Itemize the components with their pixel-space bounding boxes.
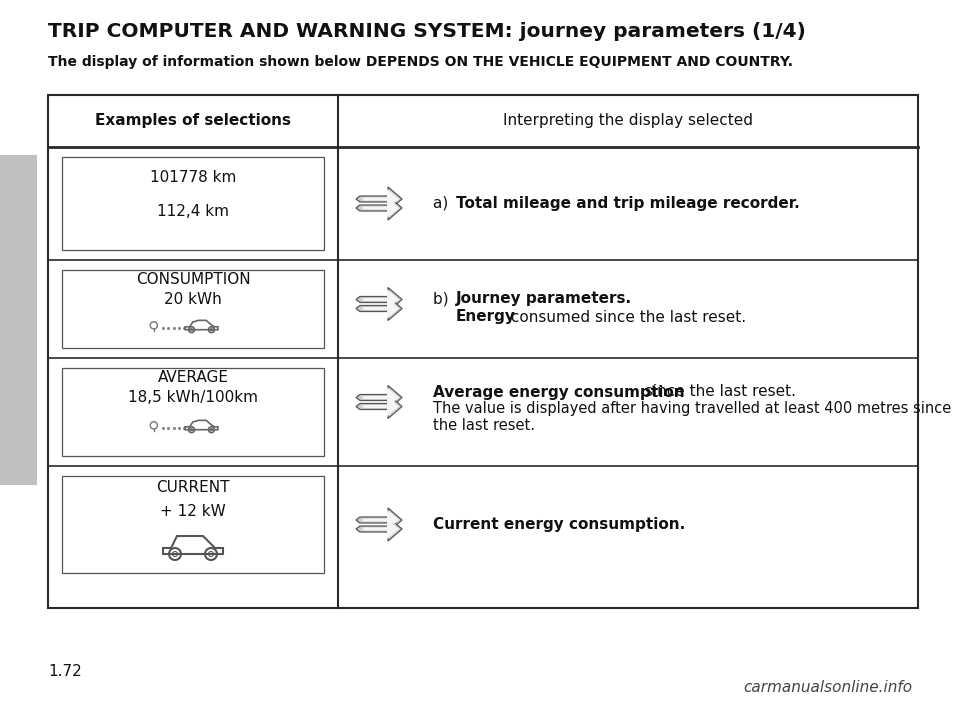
- Polygon shape: [362, 519, 399, 539]
- Polygon shape: [362, 298, 399, 319]
- Text: the last reset.: the last reset.: [433, 418, 535, 434]
- Polygon shape: [362, 198, 399, 218]
- Text: b): b): [433, 292, 453, 307]
- Polygon shape: [356, 288, 402, 312]
- Polygon shape: [356, 517, 402, 541]
- Text: Average energy consumption: Average energy consumption: [433, 385, 684, 400]
- Bar: [62, 157, 324, 250]
- Text: + 12 kW: + 12 kW: [160, 503, 226, 518]
- Text: 112,4 km: 112,4 km: [157, 204, 229, 219]
- Bar: [62, 368, 324, 456]
- Bar: [48, 95, 918, 608]
- Text: CURRENT: CURRENT: [156, 481, 229, 496]
- Text: TRIP COMPUTER AND WARNING SYSTEM: journey parameters (1/4): TRIP COMPUTER AND WARNING SYSTEM: journe…: [48, 22, 805, 41]
- Text: 101778 km: 101778 km: [150, 170, 236, 185]
- Text: Energy: Energy: [456, 310, 516, 324]
- Polygon shape: [362, 189, 399, 209]
- Text: Examples of selections: Examples of selections: [95, 114, 291, 129]
- Polygon shape: [362, 388, 399, 408]
- Text: CONSUMPTION: CONSUMPTION: [135, 273, 251, 288]
- Text: Journey parameters.: Journey parameters.: [456, 292, 632, 307]
- Bar: [0, 155, 37, 485]
- Polygon shape: [356, 508, 402, 532]
- Text: The value is displayed after having travelled at least 400 metres since: The value is displayed after having trav…: [433, 401, 951, 417]
- Polygon shape: [356, 187, 402, 211]
- Text: Total mileage and trip mileage recorder.: Total mileage and trip mileage recorder.: [456, 196, 800, 211]
- Polygon shape: [356, 395, 402, 418]
- Text: The display of information shown below DEPENDS ON THE VEHICLE EQUIPMENT AND COUN: The display of information shown below D…: [48, 55, 793, 69]
- Text: Interpreting the display selected: Interpreting the display selected: [503, 114, 753, 129]
- Bar: [62, 476, 324, 573]
- Text: AVERAGE: AVERAGE: [157, 371, 228, 386]
- Text: 20 kWh: 20 kWh: [164, 293, 222, 307]
- Text: consumed since the last reset.: consumed since the last reset.: [506, 310, 746, 324]
- Polygon shape: [356, 297, 402, 320]
- Text: 1.72: 1.72: [48, 665, 82, 679]
- Text: carmanualsonline.info: carmanualsonline.info: [743, 680, 912, 696]
- Polygon shape: [362, 290, 399, 310]
- Bar: [62, 270, 324, 348]
- Polygon shape: [356, 386, 402, 410]
- Polygon shape: [362, 510, 399, 530]
- Text: 18,5 kWh/100km: 18,5 kWh/100km: [128, 391, 258, 405]
- Text: since the last reset.: since the last reset.: [640, 385, 796, 400]
- Text: a): a): [433, 196, 453, 211]
- Text: Current energy consumption.: Current energy consumption.: [433, 517, 685, 532]
- Polygon shape: [356, 196, 402, 220]
- Polygon shape: [362, 396, 399, 417]
